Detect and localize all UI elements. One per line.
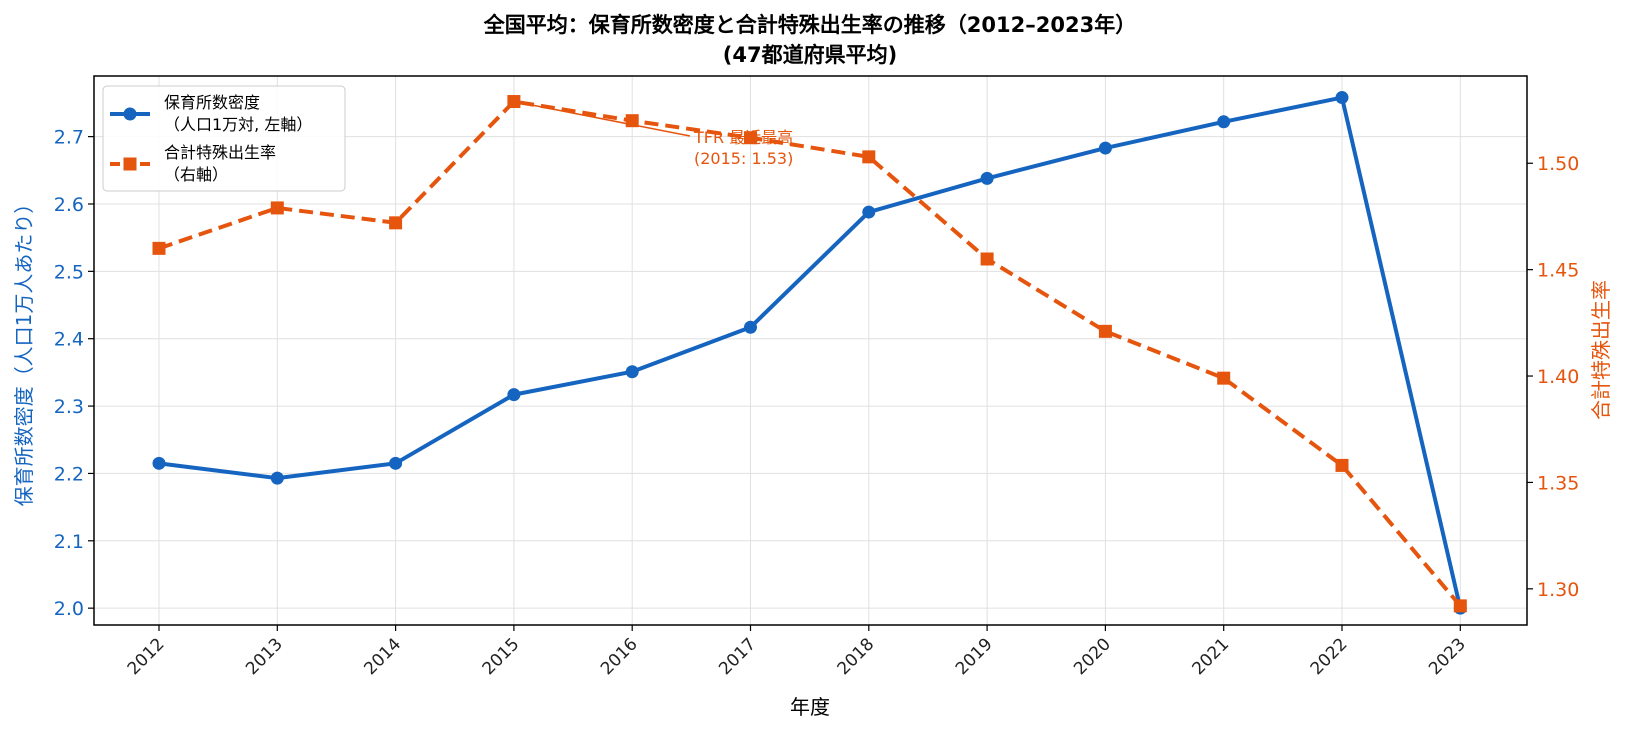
x-tick-label: 2012 [124, 634, 169, 679]
series-point-1 [1335, 458, 1349, 472]
series-point-0 [625, 365, 639, 379]
left-tick-label: 2.2 [54, 463, 84, 485]
series-point-0 [507, 388, 521, 402]
series-point-0 [980, 171, 994, 185]
series-line-0 [158, 95, 1463, 609]
series-point-0 [389, 456, 403, 470]
x-tick-label: 2014 [360, 634, 405, 679]
annotation: TFR 最近最高 (2015: 1.53) [513, 100, 793, 168]
series-layer [152, 91, 1467, 615]
x-tick-label: 2013 [242, 634, 287, 679]
left-axis-ticks: 2.0 2.1 2.2 2.3 2.4 2.5 2.6 2.7 [54, 127, 94, 620]
annotation-arrow [513, 100, 691, 137]
left-axis-label: 保育所数密度（人口1万人あたり） [12, 194, 36, 507]
x-tick-label: 2022 [1307, 634, 1352, 679]
annotation-line2: (2015: 1.53) [694, 149, 793, 168]
x-tick-label: 2016 [597, 634, 642, 679]
right-tick-label: 1.35 [1537, 472, 1579, 494]
series-point-0 [1098, 141, 1112, 155]
legend-label-density-sub: （人口1万対, 左軸） [164, 115, 312, 134]
chart-title: 全国平均：保育所数密度と合計特殊出生率の推移（2012–2023年） [483, 13, 1136, 37]
left-tick-label: 2.5 [54, 261, 84, 283]
x-tick-label: 2021 [1188, 634, 1233, 679]
left-tick-label: 2.1 [54, 531, 84, 553]
x-tick-label: 2017 [715, 634, 760, 679]
right-tick-label: 1.40 [1537, 366, 1579, 388]
legend-marker-density [123, 107, 137, 121]
legend-label-density: 保育所数密度 [164, 93, 260, 112]
plot-frame [93, 75, 1528, 626]
left-tick-label: 2.6 [54, 194, 84, 216]
series-point-1 [389, 216, 403, 230]
x-tick-label: 2020 [1070, 634, 1115, 679]
series-point-1 [1453, 599, 1467, 613]
series-point-0 [1217, 115, 1231, 129]
right-tick-label: 1.30 [1537, 579, 1579, 601]
x-tick-label: 2015 [479, 634, 524, 679]
x-tick-label: 2018 [834, 634, 879, 679]
legend: 保育所数密度 （人口1万対, 左軸） 合計特殊出生率 （右軸） [102, 85, 346, 192]
legend-box [102, 85, 346, 192]
x-tick-label: 2019 [952, 634, 997, 679]
series-point-1 [980, 252, 994, 266]
right-axis-ticks: 1.30 1.35 1.40 1.45 1.50 [1527, 153, 1579, 601]
x-axis-ticks: 2012 2013 2014 2015 2016 2017 2018 2019 2020 2021… [124, 625, 1470, 679]
series-line-1 [158, 99, 1462, 608]
legend-label-tfr: 合計特殊出生率 [164, 143, 276, 162]
x-tick-label: 2023 [1425, 634, 1470, 679]
legend-label-tfr-sub: （右軸） [164, 165, 228, 184]
series-point-1 [152, 241, 166, 255]
right-axis-label: 合計特殊出生率 [1589, 280, 1613, 420]
left-tick-label: 2.4 [54, 329, 84, 351]
left-tick-label: 2.7 [54, 127, 84, 149]
right-tick-label: 1.50 [1537, 153, 1579, 175]
series-point-1 [862, 150, 876, 164]
left-tick-label: 2.0 [54, 598, 84, 620]
series-point-1 [270, 201, 284, 215]
series-point-1 [1098, 324, 1112, 338]
series-point-0 [744, 320, 757, 334]
series-point-1 [1217, 371, 1231, 385]
annotation-line1: TFR 最近最高 [693, 128, 793, 147]
series-point-0 [152, 456, 166, 470]
chart-subtitle: (47都道府県平均) [723, 43, 897, 67]
legend-marker-tfr [123, 157, 137, 171]
x-axis-label: 年度 [790, 695, 830, 719]
left-tick-label: 2.3 [54, 396, 84, 418]
right-tick-label: 1.45 [1537, 260, 1579, 282]
series-point-0 [1335, 91, 1349, 105]
series-point-1 [744, 131, 757, 145]
series-point-0 [270, 471, 284, 485]
series-point-0 [862, 205, 876, 219]
